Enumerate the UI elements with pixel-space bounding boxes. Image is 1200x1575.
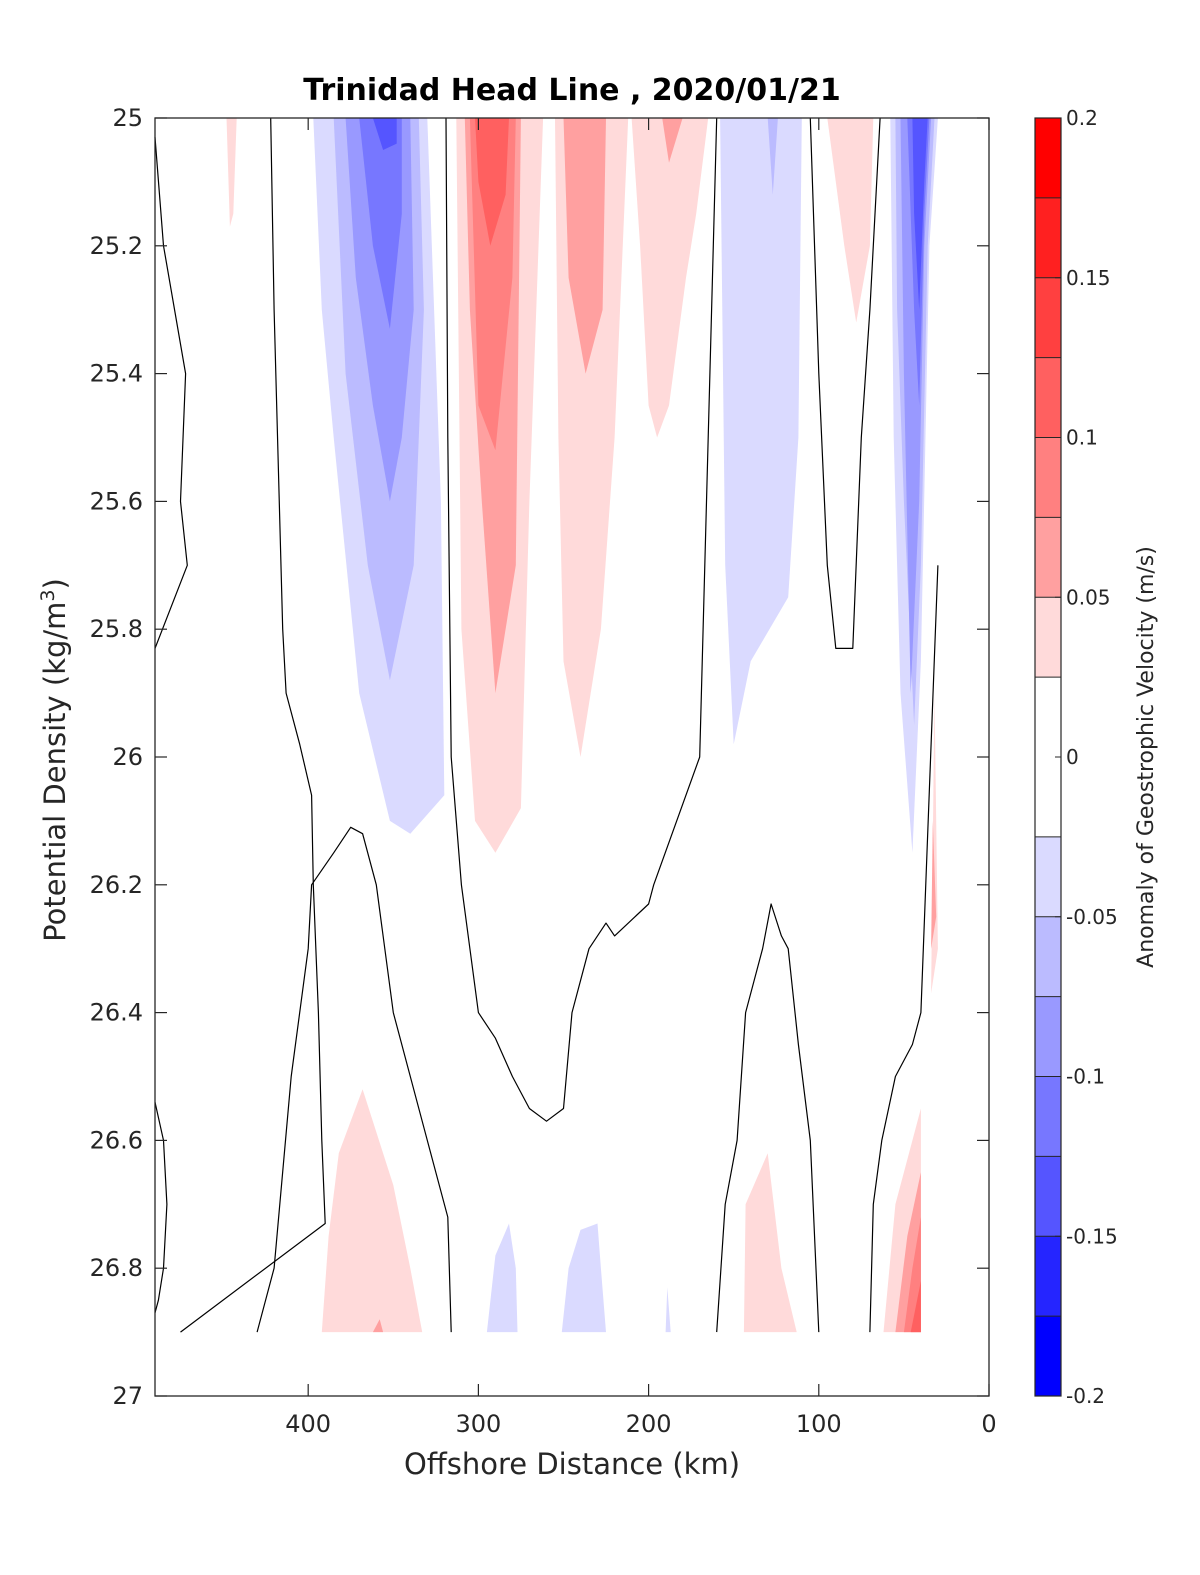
colorbar-band bbox=[1035, 1156, 1061, 1237]
x-tick-labels: 400 300 200 100 0 bbox=[285, 1410, 996, 1438]
colorbar-band bbox=[1035, 1236, 1061, 1317]
colorbar-band bbox=[1035, 916, 1061, 997]
x-tick-label: 200 bbox=[626, 1410, 672, 1438]
colorbar-band bbox=[1035, 197, 1061, 278]
colorbar-band bbox=[1035, 1316, 1061, 1396]
filled-region-26 bbox=[372, 1319, 384, 1333]
contour-line-2 bbox=[180, 117, 326, 1333]
y-tick-label: 27 bbox=[112, 1382, 143, 1410]
filled-region-29 bbox=[665, 1287, 671, 1333]
filled-region-27 bbox=[486, 1223, 518, 1333]
filled-region-13 bbox=[631, 118, 709, 438]
filled-region-28 bbox=[561, 1223, 606, 1333]
filled-region-0 bbox=[226, 118, 237, 227]
y-tick-labels: 25 25.2 25.4 25.6 25.8 26 26.2 26.4 26.6 26.8 27 bbox=[90, 104, 143, 1410]
colorbar-title: Anomaly of Geostrophic Velocity (m/s) bbox=[1134, 546, 1159, 968]
colorbar: 0.2 0.15 0.1 0.05 0 -0.05 -0.1 -0.15 -0.2 bbox=[1034, 106, 1118, 1408]
colorbar-tick-label: -0.2 bbox=[1066, 1384, 1105, 1408]
colorbar-tick-label: -0.1 bbox=[1066, 1065, 1105, 1089]
y-tick-label: 26.2 bbox=[90, 871, 143, 899]
y-tick-label: 25.6 bbox=[90, 487, 143, 515]
colorbar-band bbox=[1035, 277, 1061, 358]
colorbar-tick-label: 0.15 bbox=[1066, 266, 1111, 290]
contour-lines bbox=[154, 117, 939, 1333]
filled-region-30 bbox=[743, 1153, 797, 1333]
colorbar-band bbox=[1035, 1076, 1061, 1157]
colorbar-band bbox=[1035, 118, 1061, 198]
y-tick-label: 26.8 bbox=[90, 1254, 143, 1282]
y-tick-label: 26.6 bbox=[90, 1126, 143, 1154]
x-tick-label: 300 bbox=[455, 1410, 501, 1438]
colorbar-tick-label: 0.2 bbox=[1066, 106, 1098, 130]
filled-region-34 bbox=[910, 1281, 921, 1333]
chart-title: Trinidad Head Line , 2020/01/21 bbox=[303, 73, 840, 108]
contour-line-3 bbox=[256, 826, 452, 1333]
filled-region-5 bbox=[372, 118, 397, 150]
x-axis-title: Offshore Distance (km) bbox=[404, 1447, 740, 1481]
contour-line-0 bbox=[154, 137, 188, 649]
x-tick-label: 400 bbox=[285, 1410, 331, 1438]
colorbar-band bbox=[1035, 597, 1061, 678]
contour-line-7 bbox=[869, 565, 939, 1333]
filled-region-9 bbox=[475, 118, 509, 246]
filled-region-12 bbox=[580, 118, 598, 182]
filled-region-24 bbox=[931, 820, 937, 949]
filled-region-22 bbox=[912, 118, 928, 310]
filled-region-20 bbox=[900, 118, 932, 694]
y-axis-title-main: Potential Density (kg/m bbox=[38, 602, 72, 942]
y-axis-title-end: ) bbox=[38, 578, 72, 589]
y-tick-label: 26.4 bbox=[90, 999, 143, 1027]
colorbar-tick-label: 0.05 bbox=[1066, 585, 1111, 609]
x-tick-label: 0 bbox=[981, 1410, 996, 1438]
y-tick-label: 25.8 bbox=[90, 615, 143, 643]
colorbar-tick-label: -0.15 bbox=[1066, 1224, 1118, 1248]
filled-region-4 bbox=[359, 118, 402, 329]
colorbar-tick-label: 0.1 bbox=[1066, 426, 1098, 450]
y-axis-title: Potential Density (kg/m3) bbox=[37, 578, 72, 942]
plot-area bbox=[154, 117, 990, 1397]
x-tick-label: 100 bbox=[796, 1410, 842, 1438]
filled-region-17 bbox=[827, 118, 874, 323]
filled-contours bbox=[226, 118, 938, 1333]
y-tick-label: 26 bbox=[112, 743, 143, 771]
plot-frame bbox=[154, 117, 990, 1397]
contour-line-4 bbox=[445, 117, 718, 1122]
colorbar-bands bbox=[1035, 118, 1061, 1396]
colorbar-band bbox=[1035, 517, 1061, 598]
filled-region-25 bbox=[321, 1089, 423, 1333]
colorbar-band bbox=[1035, 437, 1061, 518]
contour-line-1 bbox=[154, 1101, 168, 1314]
colorbar-tick-label: 0 bbox=[1066, 745, 1079, 769]
filled-region-14 bbox=[662, 118, 683, 163]
y-tick-label: 25.4 bbox=[90, 360, 143, 388]
contour-line-6 bbox=[809, 117, 881, 650]
colorbar-band bbox=[1035, 836, 1061, 917]
filled-region-11 bbox=[563, 118, 606, 374]
filled-region-16 bbox=[762, 118, 778, 195]
filled-region-15 bbox=[720, 118, 802, 745]
y-tick-label: 25.2 bbox=[90, 232, 143, 260]
colorbar-frame bbox=[1034, 117, 1062, 1397]
colorbar-band bbox=[1035, 357, 1061, 438]
colorbar-ticks: 0.2 0.15 0.1 0.05 0 -0.05 -0.1 -0.15 -0.2 bbox=[1055, 106, 1118, 1408]
colorbar-band bbox=[1035, 996, 1061, 1077]
y-tick-label: 25 bbox=[112, 104, 143, 132]
contour-line-5 bbox=[716, 903, 820, 1333]
colorbar-tick-label: -0.05 bbox=[1066, 905, 1118, 929]
y-axis-title-sup: 3 bbox=[37, 589, 59, 601]
filled-region-8 bbox=[469, 118, 516, 451]
